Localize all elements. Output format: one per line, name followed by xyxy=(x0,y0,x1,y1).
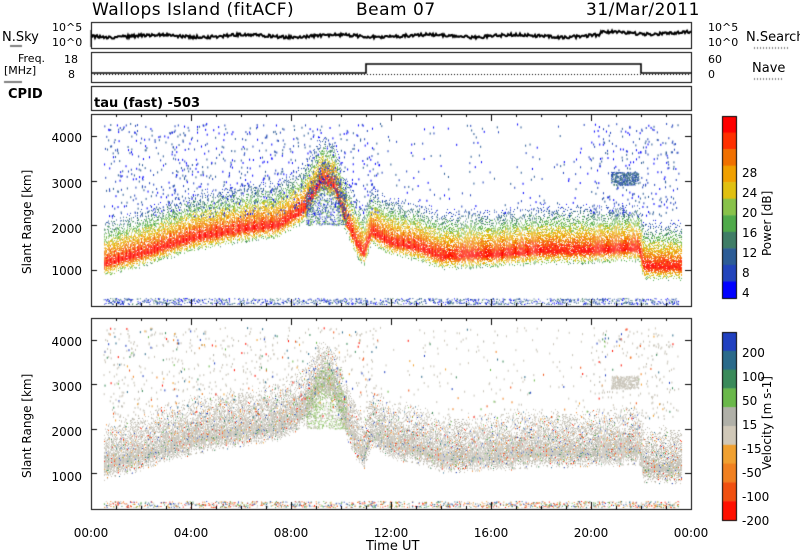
nave-tick-bottom: 0 xyxy=(708,68,715,81)
power-colorbar-label: Power [dB] xyxy=(760,190,774,256)
cpid-label: CPID xyxy=(8,87,43,102)
station-title: Wallops Island (fitACF) xyxy=(92,0,295,20)
vel-tick-200: 200 xyxy=(742,346,765,360)
noise-tick-right-bottom: 10^0 xyxy=(708,36,739,49)
power-tick-24: 24 xyxy=(742,186,758,200)
vel-tick-15: 15 xyxy=(742,418,758,432)
noise-tick-right-top: 10^5 xyxy=(708,21,739,34)
velocity-colorbar-label: Velocity [m s-1] xyxy=(760,376,774,470)
xtick-0400: 04:00 xyxy=(173,526,209,540)
p1-ylabel: Slant Range [km] xyxy=(20,169,34,274)
p2-ytick-1000: 1000 xyxy=(51,470,82,484)
p1-ytick-1000: 1000 xyxy=(51,264,82,278)
freq-tick-top: 18 xyxy=(64,53,78,66)
nsky-label: N.Sky xyxy=(2,30,39,45)
nsearch-label: N.Search xyxy=(746,30,800,45)
xtick-2400: 00:00 xyxy=(673,526,709,540)
noise-tick-left-top: 10^5 xyxy=(52,21,83,34)
beam-title: Beam 07 xyxy=(356,0,436,20)
xtick-0000: 00:00 xyxy=(73,526,109,540)
p1-ytick-2000: 2000 xyxy=(51,222,82,236)
power-tick-4: 4 xyxy=(742,286,750,300)
freq-label: Freq. xyxy=(18,52,46,65)
p2-ytick-3000: 3000 xyxy=(51,380,82,394)
vel-tick-minus15: -15 xyxy=(742,442,762,456)
vel-tick-50: 50 xyxy=(742,394,758,408)
freq-unit-label: [MHz] xyxy=(4,64,37,77)
vel-tick-minus200: -200 xyxy=(742,514,770,528)
xtick-2000: 20:00 xyxy=(573,526,609,540)
xtick-0800: 08:00 xyxy=(273,526,309,540)
vel-tick-minus50: -50 xyxy=(742,466,762,480)
cpid-text: tau (fast) -503 xyxy=(94,96,201,111)
power-tick-20: 20 xyxy=(742,206,758,220)
vel-tick-100: 100 xyxy=(742,370,765,384)
xtick-1600: 16:00 xyxy=(473,526,509,540)
freq-tick-bottom: 8 xyxy=(68,68,75,81)
power-tick-16: 16 xyxy=(742,226,758,240)
power-tick-8: 8 xyxy=(742,266,750,280)
nave-tick-top: 60 xyxy=(708,53,722,66)
vel-tick-minus100: -100 xyxy=(742,490,770,504)
p1-ytick-3000: 3000 xyxy=(51,177,82,191)
p1-ytick-4000: 4000 xyxy=(51,131,82,145)
xlabel: Time UT xyxy=(366,539,420,554)
date-title: 31/Mar/2011 xyxy=(586,0,700,20)
p2-ylabel: Slant Range [km] xyxy=(20,373,34,478)
xtick-1200: 12:00 xyxy=(373,526,409,540)
p2-ytick-2000: 2000 xyxy=(51,425,82,439)
power-tick-28: 28 xyxy=(742,166,758,180)
nave-label: Nave xyxy=(752,61,786,76)
p2-ytick-4000: 4000 xyxy=(51,335,82,349)
power-tick-12: 12 xyxy=(742,246,758,260)
noise-tick-left-bottom: 10^0 xyxy=(52,36,83,49)
